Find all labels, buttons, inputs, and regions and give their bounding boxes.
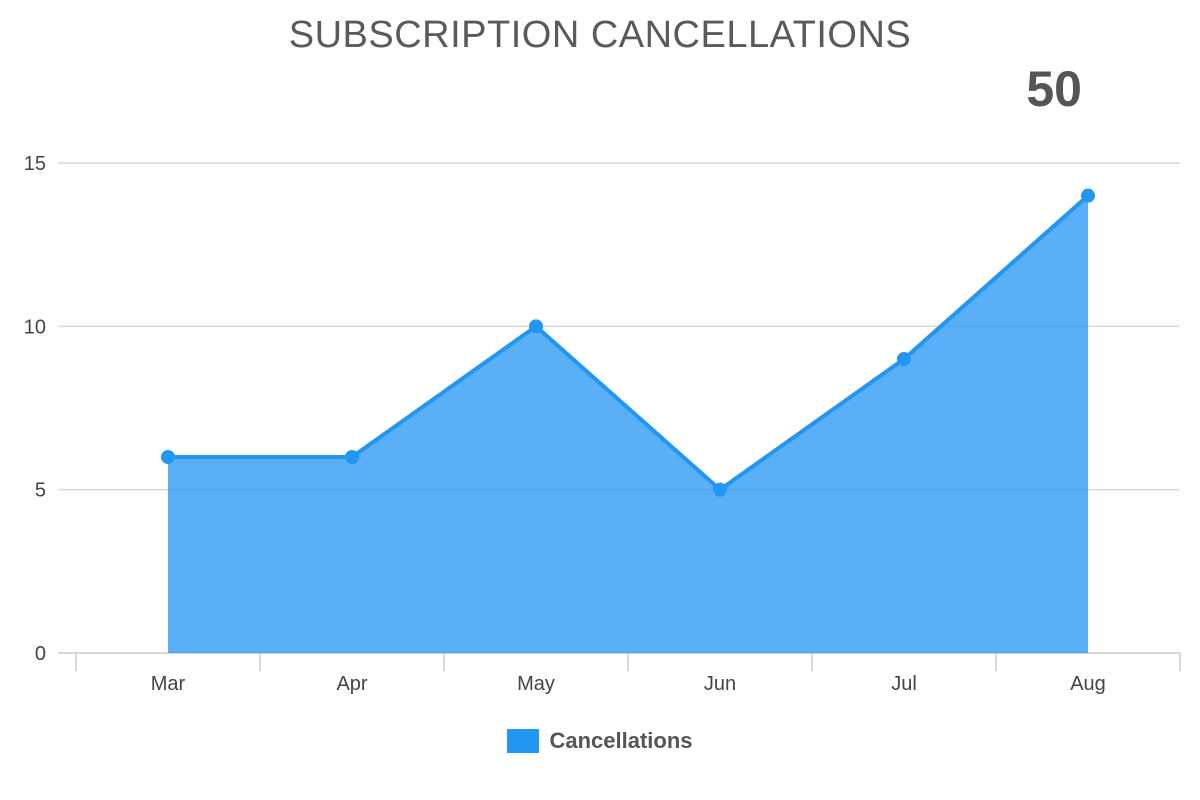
x-tick-label: May bbox=[517, 673, 555, 695]
legend: Cancellations bbox=[0, 728, 1200, 754]
data-point-jul bbox=[897, 352, 911, 366]
y-tick-label: 5 bbox=[35, 480, 46, 502]
legend-label: Cancellations bbox=[549, 728, 693, 753]
y-tick-label: 10 bbox=[24, 316, 46, 338]
x-tick-label: Apr bbox=[336, 673, 367, 695]
legend-swatch bbox=[507, 729, 540, 753]
x-tick-label: Aug bbox=[1070, 673, 1106, 695]
x-tick-label: Jun bbox=[704, 673, 736, 695]
total-value: 50 bbox=[1026, 61, 1082, 117]
x-tick-label: Jul bbox=[891, 673, 917, 695]
data-point-may bbox=[529, 319, 543, 334]
series-line bbox=[168, 194, 1090, 492]
x-tick-label: Mar bbox=[151, 673, 186, 695]
data-point-jun bbox=[713, 482, 727, 497]
chart-title: SUBSCRIPTION CANCELLATIONS bbox=[288, 14, 912, 56]
data-point-mar bbox=[161, 450, 175, 464]
data-point-apr bbox=[345, 450, 359, 464]
series-area bbox=[168, 195, 1088, 653]
data-point-aug bbox=[1081, 188, 1095, 203]
y-tick-label: 0 bbox=[35, 643, 46, 665]
y-tick-label: 15 bbox=[24, 153, 46, 175]
